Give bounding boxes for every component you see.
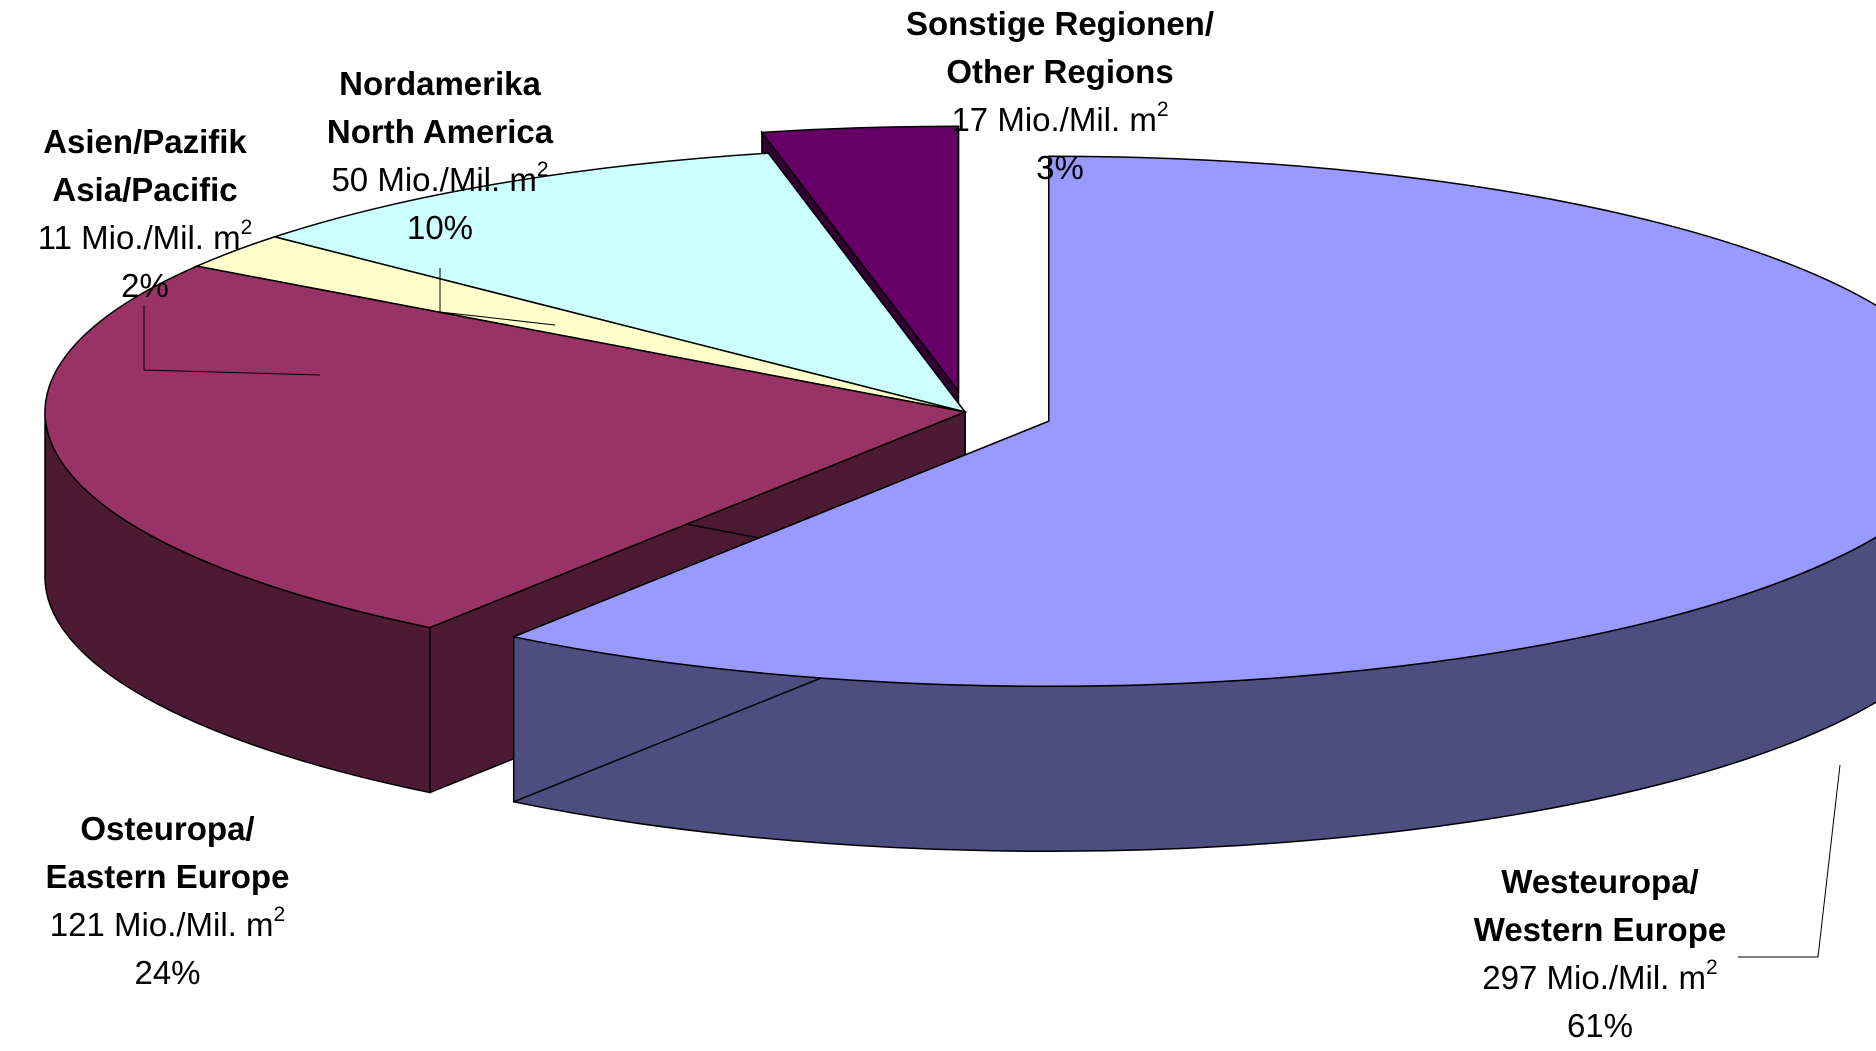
label-north-america-en: North America (326, 113, 554, 150)
slice-north-america-top (271, 152, 967, 414)
value-number: 50 (331, 161, 369, 198)
label-western-europe-de: Westeuropa/ (1501, 863, 1699, 900)
label-asia-pacific-de: Asien/Pazifik (43, 123, 247, 160)
label-western-europe-percent: 61% (1566, 1007, 1634, 1044)
label-eastern-europe-percent: 24% (134, 954, 201, 991)
slice-other-regions-top (760, 125, 960, 394)
value-number: 11 (37, 219, 72, 256)
slice-eastern-europe-top (44, 265, 968, 629)
value-unit: Mio./Mil. m (81, 219, 241, 256)
value-unit: Mio./Mil. m (114, 906, 274, 943)
label-north-america-de: Nordamerika (339, 65, 541, 102)
value-number: 121 (49, 906, 105, 943)
unit-exponent: 2 (273, 903, 286, 926)
label-north-america-value: 50 Mio./Mil. m2 (290, 156, 590, 204)
label-eastern-europe-de: Osteuropa/ (80, 810, 255, 847)
label-eastern-europe: Osteuropa/ Eastern Europe 121 Mio./Mil. … (0, 805, 335, 997)
label-eastern-europe-en: Eastern Europe (45, 858, 290, 895)
label-asia-pacific-percent: 2% (121, 267, 169, 304)
label-western-europe-value: 297 Mio./Mil. m2 (1420, 954, 1780, 1002)
label-other-regions-en: Other Regions (946, 53, 1174, 90)
unit-exponent: 2 (536, 158, 549, 181)
label-other-regions-value: 17 Mio./Mil. m2 (890, 96, 1230, 144)
label-asia-pacific: Asien/Pazifik Asia/Pacific 11 Mio./Mil. … (0, 118, 290, 310)
slice-western-europe (511, 155, 1876, 852)
unit-exponent: 2 (1156, 98, 1169, 121)
label-western-europe: Westeuropa/ Western Europe 297 Mio./Mil.… (1420, 858, 1780, 1050)
value-number: 17 (951, 101, 989, 138)
value-number: 297 (1482, 959, 1538, 996)
label-western-europe-en: Western Europe (1473, 911, 1727, 948)
unit-exponent: 2 (1706, 956, 1718, 979)
label-other-regions-percent: 3% (1036, 149, 1084, 186)
unit-exponent: 2 (240, 216, 253, 239)
slice-western-europe-top (511, 155, 1876, 687)
label-north-america: Nordamerika North America 50 Mio./Mil. m… (290, 60, 590, 252)
label-asia-pacific-en: Asia/Pacific (52, 171, 238, 208)
connector-line-north-america (439, 268, 556, 326)
label-asia-pacific-value: 11 Mio./Mil. m2 (0, 214, 290, 262)
value-unit: Mio./Mil. m (997, 101, 1157, 138)
connector-line-asia-pacific (143, 305, 321, 376)
connector-lines (143, 268, 1841, 958)
label-other-regions: Sonstige Regionen/ Other Regions 17 Mio.… (890, 0, 1230, 192)
connector-line-western-europe (1738, 764, 1841, 958)
label-eastern-europe-value: 121 Mio./Mil. m2 (0, 901, 335, 949)
value-unit: Mio./Mil. m (377, 161, 537, 198)
value-unit: Mio./Mil. m (1546, 959, 1707, 996)
label-other-regions-de: Sonstige Regionen/ (905, 5, 1215, 42)
label-north-america-percent: 10% (406, 209, 474, 246)
